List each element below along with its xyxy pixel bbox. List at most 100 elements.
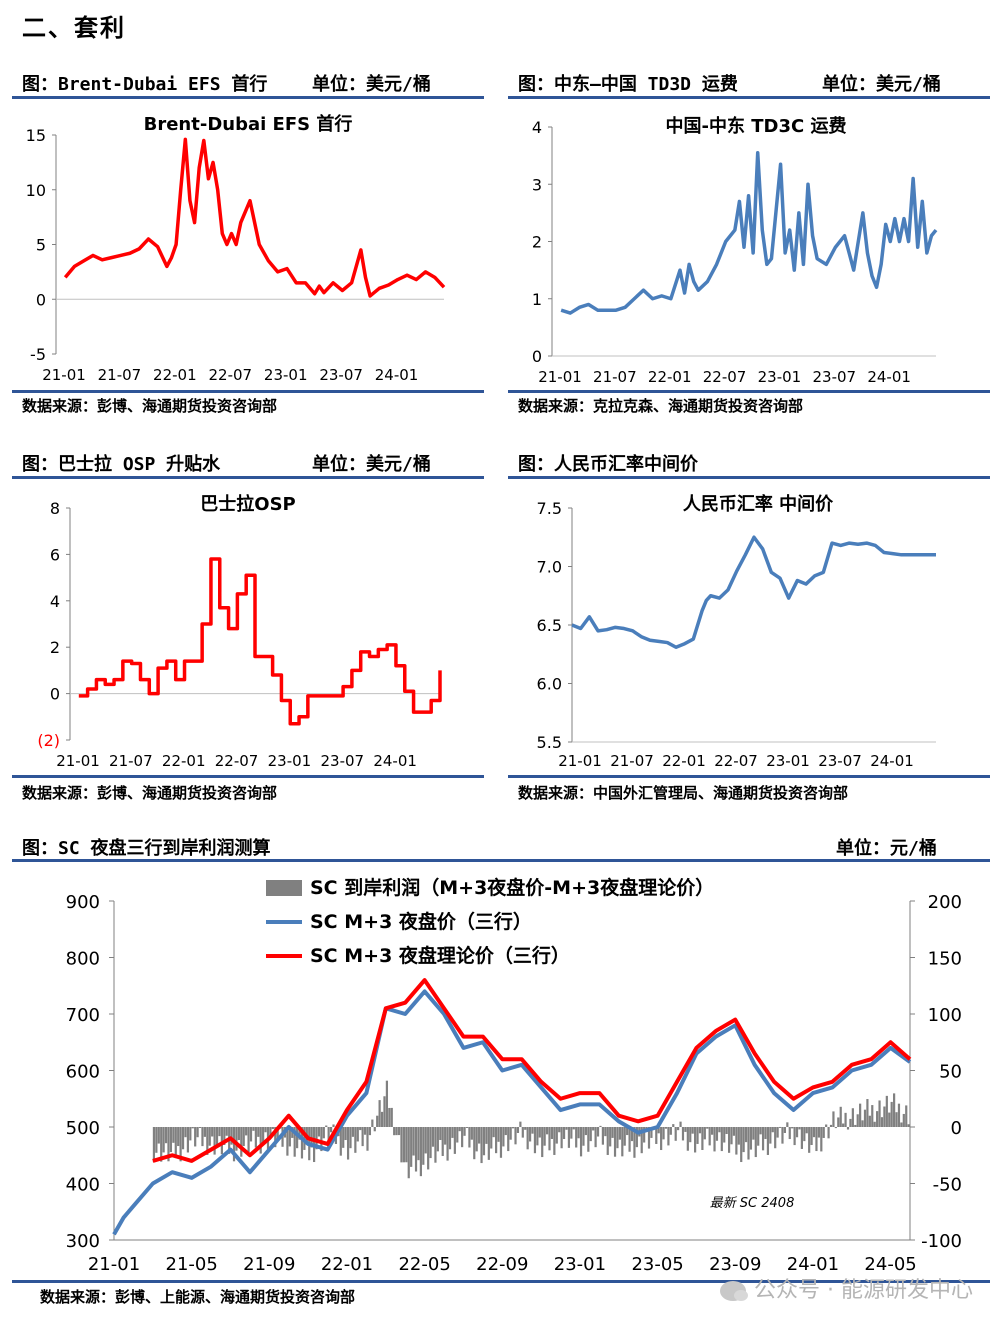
efs-chart: Brent-Dubai EFS 首行 -5 0 5 10 15 21-01 21-07 22-0… xyxy=(26,113,446,384)
sc-profit-bar xyxy=(257,1127,260,1137)
sc-profit-bar xyxy=(424,1127,427,1154)
efs-panel-title: 图：Brent-Dubai EFS 首行 xyxy=(22,74,268,95)
sc-profit-bar xyxy=(189,1127,192,1141)
sc-profit-bar xyxy=(834,1127,837,1129)
td3d-y-tick-label: 0 xyxy=(532,347,542,366)
td3d-x-tick-label: 22-07 xyxy=(703,368,747,386)
sc-profit-bar xyxy=(516,1127,520,1133)
sc-profit-bar xyxy=(276,1127,279,1138)
sc-profit-bar xyxy=(395,1127,398,1136)
osp-y-tick-label: 2 xyxy=(50,638,60,657)
sc-profit-bar xyxy=(167,1127,170,1162)
sc-profit-bar xyxy=(519,1121,522,1127)
sc-profit-bar xyxy=(791,1127,794,1129)
td3d-x-tick-label: 22-01 xyxy=(648,368,692,386)
sc-profit-bar xyxy=(660,1127,663,1151)
sc-profit-bar xyxy=(883,1106,886,1127)
sc-profit-bar xyxy=(572,1127,575,1130)
sc-profit-bar xyxy=(465,1127,469,1128)
sc-profit-bar xyxy=(570,1127,573,1139)
sc-profit-bar xyxy=(514,1127,517,1145)
sc-profit-bar xyxy=(550,1127,554,1139)
td3d-x-tick-label: 21-07 xyxy=(593,368,637,386)
sc-profit-bar xyxy=(499,1127,503,1158)
sc-profit-bar xyxy=(237,1127,240,1141)
sc-profit-bar xyxy=(526,1127,529,1150)
td3d-y-tick-label: 1 xyxy=(532,290,542,309)
sc-x-tick-label: 22-09 xyxy=(476,1254,528,1275)
sc-profit-bar xyxy=(252,1127,255,1131)
sc-profit-bar xyxy=(344,1127,347,1141)
sc-profit-bar xyxy=(684,1127,687,1132)
sc-profit-bar xyxy=(247,1127,250,1153)
sc-profit-bar xyxy=(531,1127,534,1134)
sc-profit-bar xyxy=(706,1127,709,1129)
sc-profit-bar xyxy=(463,1127,466,1136)
td3d-chart-title: 中国-中东 TD3C 运费 xyxy=(666,115,847,137)
sc-profit-bar xyxy=(366,1127,369,1151)
cny-y-tick-label: 6.0 xyxy=(537,675,562,694)
efs-y-tick-label: 10 xyxy=(26,181,46,200)
sc-profit-bar xyxy=(310,1127,313,1148)
sc-profit-bar xyxy=(839,1106,842,1127)
sc-profit-bar xyxy=(548,1127,551,1151)
td3d-header-rule xyxy=(508,96,990,99)
sc-profit-bar xyxy=(507,1127,510,1152)
sc-profit-bar xyxy=(803,1127,806,1142)
sc-profit-bar xyxy=(854,1124,857,1127)
sc-right-tick-label: 200 xyxy=(928,892,962,913)
sc-profit-bar xyxy=(609,1127,612,1147)
sc-profit-bar xyxy=(844,1112,847,1127)
sc-profit-bar xyxy=(545,1127,549,1135)
sc-profit-bar xyxy=(667,1127,670,1146)
sc-profit-bar xyxy=(735,1127,738,1155)
efs-y-tick-label: 15 xyxy=(26,126,46,145)
osp-y-tick-label: (2) xyxy=(37,731,60,750)
osp-chart: 巴士拉OSP (2) 0 2 4 6 8 21-01 21-07 22-01 22-07 23-01 2… xyxy=(37,493,442,770)
sc-profit-bar xyxy=(470,1127,473,1140)
sc-profit-bar xyxy=(873,1121,876,1127)
sc-profit-bar xyxy=(475,1127,478,1152)
sc-profit-bar xyxy=(230,1127,233,1145)
sc-profit-bar xyxy=(439,1127,442,1140)
sc-profit-bar xyxy=(397,1127,401,1136)
sc-profit-bar xyxy=(771,1127,774,1133)
efs-y-tick-label: 0 xyxy=(36,290,46,309)
sc-profit-bar xyxy=(817,1127,820,1138)
sc-profit-bar xyxy=(618,1127,621,1140)
sc-profit-bar xyxy=(480,1127,483,1164)
sc-legend-label: SC M+3 夜盘理论价（三行） xyxy=(310,944,570,967)
sc-left-tick-label: 400 xyxy=(66,1175,100,1196)
sc-profit-bar xyxy=(262,1127,265,1143)
sc-profit-bar xyxy=(419,1127,422,1177)
sc-profit-bar xyxy=(378,1100,381,1127)
sc-profit-bar xyxy=(737,1127,740,1145)
sc-profit-bar xyxy=(354,1127,357,1153)
osp-y-tick-label: 4 xyxy=(50,592,60,611)
sc-theory-line xyxy=(152,978,912,1163)
sc-profit-bar xyxy=(837,1117,840,1127)
sc-profit-bar xyxy=(288,1127,291,1147)
sc-profit-bar xyxy=(832,1111,835,1127)
sc-profit-bar xyxy=(749,1127,753,1150)
sc-profit-bar xyxy=(793,1127,796,1146)
sc-profit-bar xyxy=(208,1127,211,1146)
sc-profit-bar xyxy=(715,1127,719,1141)
sc-profit-bar xyxy=(681,1127,685,1141)
section-title: 二、套利 xyxy=(22,14,126,42)
sc-profit-bar xyxy=(752,1127,755,1140)
osp-x-tick-label: 21-07 xyxy=(109,752,153,770)
sc-profit-bar xyxy=(225,1127,228,1136)
sc-profit-bar xyxy=(162,1127,165,1153)
sc-profit-bar xyxy=(575,1127,578,1148)
sc-profit-bar xyxy=(810,1127,813,1145)
sc-profit-bar xyxy=(897,1103,901,1127)
sc-x-tick-label: 22-05 xyxy=(398,1254,450,1275)
efs-x-tick-label: 22-01 xyxy=(153,366,197,384)
cny-x-tick-label: 23-07 xyxy=(818,752,862,770)
sc-profit-bar xyxy=(902,1113,905,1127)
sc-profit-bar xyxy=(694,1127,697,1153)
sc-profit-bar xyxy=(769,1127,772,1144)
sc-profit-bar xyxy=(223,1127,226,1145)
sc-profit-bar xyxy=(776,1127,779,1138)
